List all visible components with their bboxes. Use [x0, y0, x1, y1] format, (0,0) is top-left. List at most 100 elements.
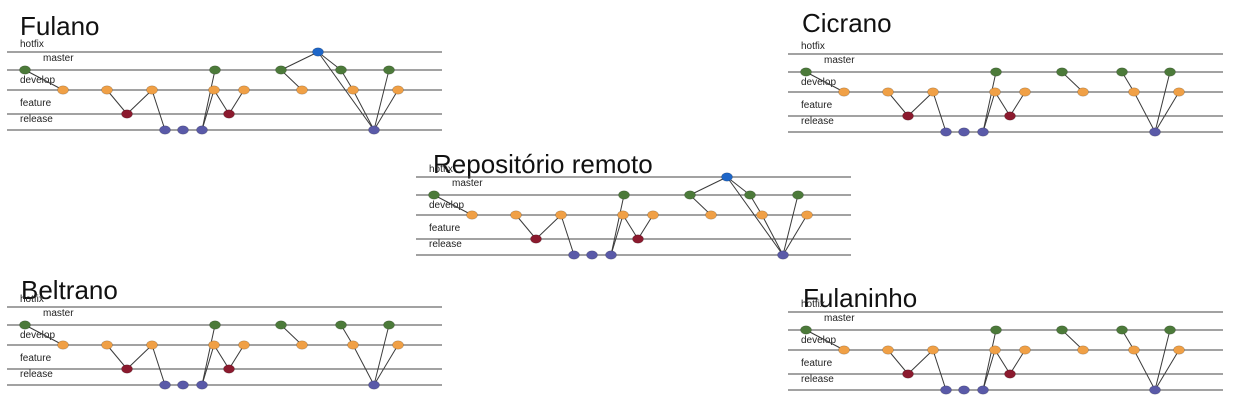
- commit-link: [1061, 71, 1084, 93]
- lane-label-release: release: [801, 374, 834, 385]
- lane-label-release: release: [429, 239, 462, 250]
- develop-commit: [684, 190, 696, 200]
- release-commit: [1004, 369, 1016, 379]
- feature-commit: [510, 210, 522, 220]
- branch-graph: hotfix master develop feature release: [7, 294, 442, 390]
- commit-link: [932, 349, 947, 391]
- hotfix-commit: [605, 250, 617, 260]
- commit-link: [907, 91, 934, 117]
- hotfix-commit: [940, 127, 952, 137]
- feature-commit: [838, 87, 850, 97]
- commit-link: [24, 324, 64, 346]
- feature-commit: [208, 85, 220, 95]
- hotfix-commit: [196, 125, 208, 135]
- branch-graph: hotfix master develop feature release: [416, 164, 851, 260]
- lane-label-hotfix: hotfix: [429, 164, 453, 175]
- lane-label-release: release: [801, 116, 834, 127]
- commit-link: [535, 214, 562, 240]
- feature-commit: [647, 210, 659, 220]
- commit-link: [782, 194, 799, 256]
- feature-commit: [756, 210, 768, 220]
- feature-commit: [555, 210, 567, 220]
- develop-commit: [800, 67, 812, 77]
- lane-label-feature: feature: [801, 100, 833, 111]
- feature-commit: [989, 87, 1001, 97]
- feature-commit: [238, 85, 250, 95]
- develop-commit: [209, 320, 221, 330]
- commit-link: [622, 214, 639, 240]
- feature-commit: [801, 210, 813, 220]
- master-commit: [721, 172, 733, 182]
- feature-commit: [101, 85, 113, 95]
- feature-commit: [347, 340, 359, 350]
- commit-link: [106, 344, 128, 370]
- commit-link: [228, 344, 245, 370]
- commit-link: [994, 91, 1011, 117]
- hotfix-commit: [177, 380, 189, 390]
- lane-label-develop: develop: [20, 75, 55, 86]
- lane-label-develop: develop: [801, 77, 836, 88]
- feature-commit: [882, 87, 894, 97]
- hotfix-commit: [159, 125, 171, 135]
- commit-link: [201, 89, 215, 131]
- branch-graph: hotfix master develop feature release: [788, 41, 1223, 137]
- feature-commit: [1128, 87, 1140, 97]
- feature-commit: [392, 85, 404, 95]
- commit-link: [106, 89, 128, 115]
- commit-link: [761, 214, 784, 256]
- commit-link: [1009, 349, 1026, 375]
- commit-link: [352, 89, 375, 131]
- feature-commit: [57, 340, 69, 350]
- commit-link: [932, 91, 947, 133]
- commit-link: [213, 344, 230, 370]
- commit-link: [1154, 329, 1171, 391]
- commit-link: [1154, 91, 1180, 133]
- commit-link: [228, 89, 245, 115]
- lane-label-feature: feature: [429, 223, 461, 234]
- feature-commit: [838, 345, 850, 355]
- hotfix-commit: [368, 125, 380, 135]
- release-commit: [1004, 111, 1016, 121]
- feature-commit: [238, 340, 250, 350]
- commit-link: [805, 329, 845, 351]
- commit-link: [352, 344, 375, 386]
- commit-link: [805, 71, 845, 93]
- develop-commit: [335, 65, 347, 75]
- release-commit: [223, 364, 235, 374]
- develop-commit: [275, 320, 287, 330]
- lane-label-hotfix: hotfix: [20, 294, 44, 305]
- feature-commit: [296, 85, 308, 95]
- commit-link: [982, 91, 996, 133]
- branch-graph: hotfix master develop feature release: [7, 39, 442, 135]
- branch-graph: hotfix master develop feature release: [788, 299, 1223, 395]
- master-commit: [312, 47, 324, 57]
- commit-link: [982, 71, 997, 133]
- commit-link: [782, 214, 808, 256]
- commit-link: [994, 349, 1011, 375]
- feature-commit: [1077, 345, 1089, 355]
- hotfix-commit: [1149, 127, 1161, 137]
- commit-link: [982, 329, 997, 391]
- feature-commit: [347, 85, 359, 95]
- feature-commit: [1019, 345, 1031, 355]
- feature-commit: [208, 340, 220, 350]
- commit-link: [726, 176, 784, 256]
- feature-commit: [1128, 345, 1140, 355]
- commit-link: [610, 214, 624, 256]
- commit-link: [201, 324, 216, 386]
- hotfix-commit: [568, 250, 580, 260]
- release-commit: [121, 364, 133, 374]
- develop-commit: [1056, 325, 1068, 335]
- commit-link: [1133, 91, 1156, 133]
- feature-commit: [146, 85, 158, 95]
- commit-link: [280, 69, 303, 91]
- panel-title: Repositório remoto: [433, 149, 653, 179]
- lane-label-master: master: [824, 55, 855, 66]
- develop-commit: [1116, 67, 1128, 77]
- feature-commit: [146, 340, 158, 350]
- commit-link: [280, 324, 303, 346]
- commit-link: [1061, 329, 1084, 351]
- commit-link: [637, 214, 654, 240]
- commit-link: [317, 51, 375, 131]
- hotfix-commit: [177, 125, 189, 135]
